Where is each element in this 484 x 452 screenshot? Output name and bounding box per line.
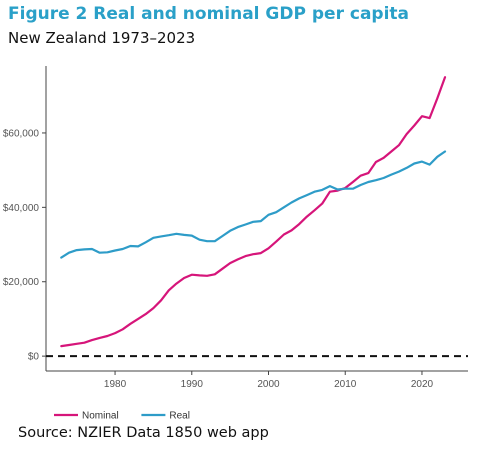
y-tick-label: $60,000 xyxy=(3,128,40,139)
legend-label-nominal: Nominal xyxy=(82,411,119,421)
x-tick-label: 1990 xyxy=(181,379,204,390)
x-tick-label: 2020 xyxy=(411,379,434,390)
legend: Nominal Real xyxy=(54,411,190,421)
y-tick-label: $0 xyxy=(28,352,40,363)
chart-title: Figure 2 Real and nominal GDP per capita xyxy=(8,4,410,24)
series-line-nominal xyxy=(60,76,447,348)
y-tick-label: $20,000 xyxy=(3,277,40,288)
x-tick-label: 2010 xyxy=(334,379,357,390)
gdp-line-chart: $0 $20,000 $40,000 $60,000 1980 1990 2000 2010 2… xyxy=(3,66,468,421)
axes: $0 $20,000 $40,000 $60,000 1980 1990 2000 2010 2… xyxy=(3,66,468,390)
source-note: Source: NZIER Data 1850 web app xyxy=(18,425,269,441)
x-tick-label: 2000 xyxy=(257,379,280,390)
y-tick-label: $40,000 xyxy=(3,203,40,214)
series-lines xyxy=(60,76,447,348)
chart-subtitle: New Zealand 1973–2023 xyxy=(8,29,196,47)
series-line-real xyxy=(60,150,447,259)
x-tick-label: 1980 xyxy=(104,379,127,390)
legend-label-real: Real xyxy=(169,411,190,421)
